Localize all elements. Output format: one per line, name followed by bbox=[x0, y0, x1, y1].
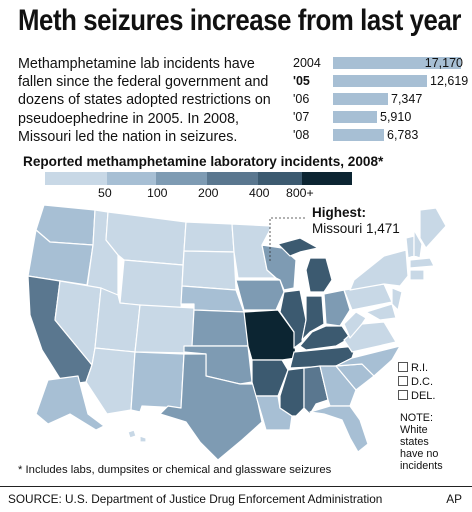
state-west-virginia bbox=[343, 311, 367, 339]
state-texas bbox=[159, 353, 263, 461]
state-hawaii bbox=[127, 429, 137, 439]
us-state-map bbox=[27, 204, 447, 461]
state-alaska bbox=[35, 375, 105, 431]
state-maryland bbox=[365, 303, 397, 321]
divider bbox=[0, 486, 472, 487]
legend-label: 800+ bbox=[286, 186, 314, 200]
state-michigan-upper bbox=[277, 237, 319, 257]
trend-bar bbox=[333, 111, 377, 123]
legend-swatch bbox=[207, 172, 258, 185]
state-north-dakota bbox=[183, 221, 235, 253]
trend-year: 2004 bbox=[293, 56, 321, 70]
trend-bar bbox=[333, 57, 461, 69]
highest-label: Highest: bbox=[312, 205, 366, 220]
trend-row: '07 5,910 bbox=[290, 108, 465, 126]
state-hawaii-islands bbox=[139, 435, 147, 443]
legend-label: 200 bbox=[198, 186, 219, 200]
trend-bar bbox=[333, 129, 384, 141]
del-swatch bbox=[398, 390, 408, 400]
state-illinois bbox=[279, 289, 307, 349]
highest-value: Missouri 1,471 bbox=[312, 221, 400, 236]
state-connecticut bbox=[409, 269, 425, 281]
state-vermont bbox=[405, 235, 415, 259]
state-kansas bbox=[191, 309, 249, 347]
trend-row: '08 6,783 bbox=[290, 126, 465, 144]
legend-label: 400 bbox=[249, 186, 270, 200]
state-arizona bbox=[85, 347, 136, 415]
trend-value: 12,619 bbox=[430, 74, 469, 88]
trend-value: 17,170 bbox=[424, 56, 463, 70]
legend-color-scale bbox=[45, 172, 352, 185]
legend-dc: D.C. bbox=[398, 376, 433, 388]
legend-label: 100 bbox=[147, 186, 168, 200]
trend-value: 7,347 bbox=[391, 92, 423, 106]
trend-row: 2004 17,170 bbox=[290, 54, 465, 72]
trend-value: 5,910 bbox=[380, 110, 412, 124]
dc-swatch bbox=[398, 376, 408, 386]
map-title: Reported methamphetamine laboratory inci… bbox=[23, 154, 384, 169]
legend-swatch bbox=[302, 172, 352, 185]
state-kentucky bbox=[299, 325, 351, 351]
state-ohio bbox=[323, 289, 351, 327]
state-indiana bbox=[301, 295, 325, 341]
state-michigan-lower bbox=[305, 257, 333, 293]
legend-swatch bbox=[45, 172, 107, 185]
trend-row: '05 12,619 bbox=[290, 72, 469, 90]
state-florida bbox=[309, 405, 369, 453]
ri-swatch bbox=[398, 362, 408, 372]
state-new-jersey bbox=[391, 287, 403, 311]
state-new-york bbox=[349, 249, 409, 291]
trend-bar bbox=[333, 93, 388, 105]
state-new-hampshire bbox=[413, 229, 423, 259]
state-iowa bbox=[235, 279, 285, 311]
trend-bar-chart: 2004 17,170 '05 12,619 '06 7,347 '07 5,910 '08 6,… bbox=[290, 54, 469, 144]
state-maine bbox=[419, 207, 447, 249]
trend-year: '05 bbox=[293, 74, 310, 88]
trend-row: '06 7,347 bbox=[290, 90, 465, 108]
legend-del: DEL. bbox=[398, 390, 435, 402]
trend-bar bbox=[333, 75, 427, 87]
state-wyoming bbox=[119, 259, 184, 311]
credit: AP bbox=[446, 492, 462, 506]
state-south-dakota bbox=[181, 250, 237, 291]
legend-swatch bbox=[258, 172, 302, 185]
source-line: SOURCE: U.S. Department of Justice Drug … bbox=[8, 492, 383, 506]
trend-year: '06 bbox=[293, 92, 310, 106]
legend-ri: R.I. bbox=[398, 362, 428, 374]
state-louisiana bbox=[255, 395, 293, 431]
legend-swatch bbox=[156, 172, 207, 185]
trend-year: '07 bbox=[293, 110, 310, 124]
footnote: * Includes labs, dumpsites or chemical a… bbox=[18, 464, 332, 476]
trend-value: 6,783 bbox=[387, 128, 419, 142]
trend-year: '08 bbox=[293, 128, 310, 142]
state-new-mexico bbox=[130, 351, 185, 413]
intro-text: Methamphetamine lab incidents have falle… bbox=[18, 56, 271, 145]
map-note: NOTE: White states have no incidents bbox=[400, 412, 443, 472]
legend-swatch bbox=[107, 172, 156, 185]
state-north-carolina bbox=[335, 345, 401, 377]
headline: Meth seizures increase from last year bbox=[18, 4, 461, 37]
legend-label: 50 bbox=[98, 186, 112, 200]
state-massachusetts bbox=[409, 257, 435, 269]
